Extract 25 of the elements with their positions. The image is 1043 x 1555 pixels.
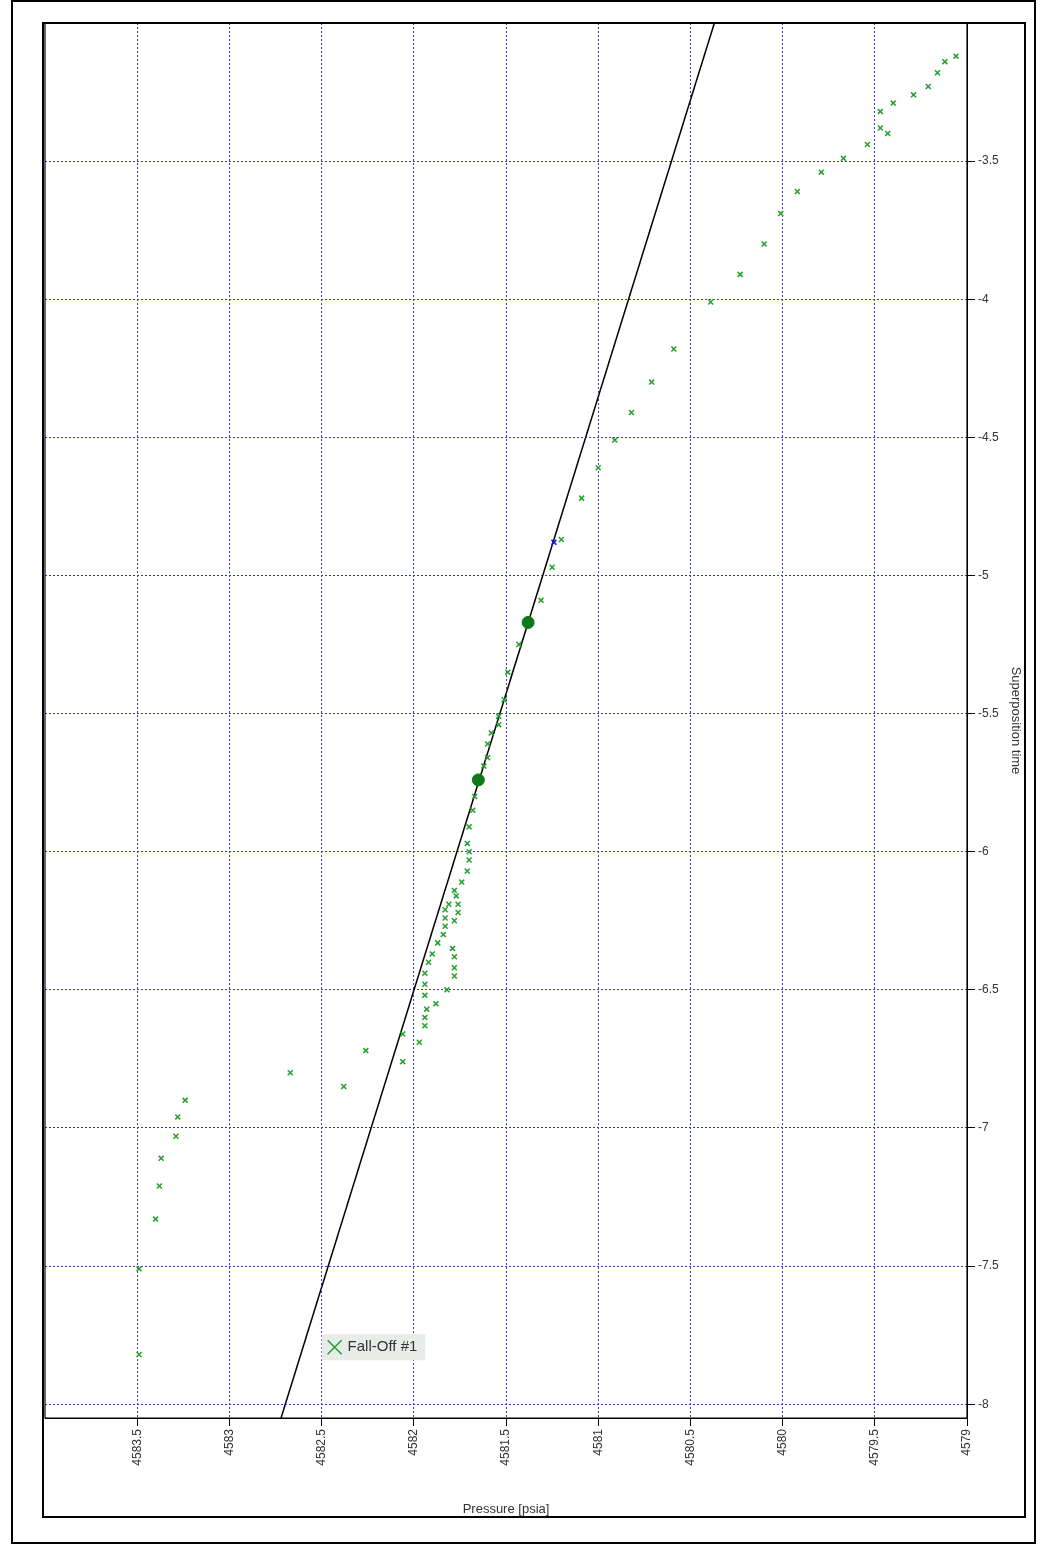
y-tick-label: -3.5 xyxy=(978,153,999,168)
y-axis-title: Superposition time xyxy=(1008,666,1024,775)
x-tick-label: 4582.5 xyxy=(313,1428,328,1466)
x-axis-title: Pressure [psia] xyxy=(462,1500,550,1516)
legend-label: Fall-Off #1 xyxy=(347,1337,418,1355)
y-tick-label: -5.5 xyxy=(978,705,999,720)
y-tick-label: -4.5 xyxy=(978,429,999,444)
x-tick-label: 4581 xyxy=(590,1428,605,1456)
y-tick-label: -5 xyxy=(978,567,989,582)
y-tick-label: -6.5 xyxy=(978,982,999,997)
y-tick-label: -7 xyxy=(978,1120,989,1135)
y-tick-label: -4 xyxy=(978,291,989,306)
point xyxy=(521,615,535,629)
x-tick-label: 4580.5 xyxy=(682,1428,697,1466)
x-tick-label: 4582 xyxy=(406,1428,421,1456)
y-tick-label: -6 xyxy=(978,844,989,859)
x-tick-label: 4579.5 xyxy=(867,1428,882,1466)
y-tick-label: -8 xyxy=(978,1396,989,1411)
point xyxy=(471,773,485,787)
y-tick-label: -7.5 xyxy=(978,1258,999,1273)
x-tick-label: 4583.5 xyxy=(129,1428,144,1466)
x-tick-label: 4583 xyxy=(221,1428,236,1456)
x-tick-label: 4580 xyxy=(774,1428,789,1456)
x-tick-label: 4581.5 xyxy=(498,1428,513,1466)
x-tick-label: 4579 xyxy=(959,1428,974,1456)
